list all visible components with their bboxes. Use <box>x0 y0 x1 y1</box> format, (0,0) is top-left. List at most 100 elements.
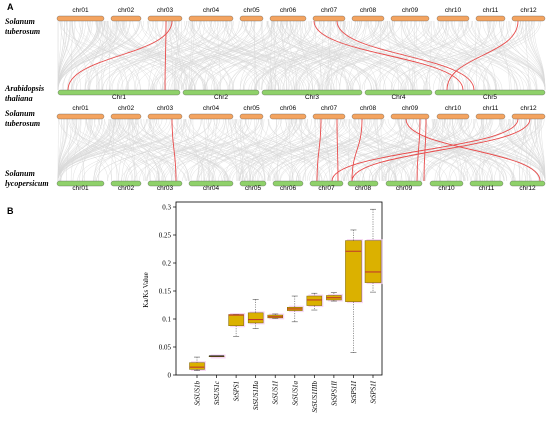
background-link-top <box>172 20 279 91</box>
background-link-top <box>361 20 468 91</box>
background-link-top <box>289 20 331 91</box>
highlight-link-top-4 <box>336 20 475 91</box>
background-link-top <box>188 20 193 91</box>
background-link-bottom <box>508 118 546 182</box>
background-link-bottom <box>180 118 206 182</box>
chromosome-label-arabidopsis-2: Chr2 <box>214 94 228 101</box>
background-link-bottom <box>291 118 359 182</box>
background-link-bottom <box>288 118 331 182</box>
background-link-top <box>230 20 273 91</box>
chromosome-label-potato-top-12: chr12 <box>520 7 537 14</box>
chromosome-label-arabidopsis-5: Chr5 <box>483 94 497 101</box>
species-label-top-1: Solanum <box>5 17 35 26</box>
background-link-top <box>152 20 282 91</box>
background-link-top <box>174 20 180 91</box>
background-link-bottom <box>249 118 263 182</box>
chromosome-label-potato-top-4: chr04 <box>203 7 220 14</box>
chromosome-label-tomato-8: chr08 <box>355 185 372 192</box>
background-link-top <box>168 20 234 91</box>
background-link-bottom <box>171 118 184 182</box>
background-link-top <box>192 20 253 91</box>
chromosome-bar-potato-mid-2 <box>110 113 142 120</box>
background-link-bottom <box>206 118 277 182</box>
chromosome-label-arabidopsis-3: Chr3 <box>305 94 319 101</box>
background-link-top <box>319 20 324 91</box>
chromosome-bar-potato-top-1 <box>56 15 105 22</box>
background-link-top <box>352 20 448 91</box>
background-link-top <box>388 20 448 91</box>
category-label-4: StSUS1IIa <box>252 381 260 411</box>
background-link-bottom <box>395 118 510 182</box>
chromosome-bar-tomato-6 <box>272 180 304 187</box>
background-link-top <box>273 20 287 91</box>
x-axis-labels: StSUS1b StSUS1c StSPS1 StSUS1IIa StSUS1I StSU… <box>194 375 378 413</box>
background-link-bottom <box>521 118 542 182</box>
background-link-top <box>120 20 224 91</box>
chromosome-label-tomato-5: chr05 <box>245 185 262 192</box>
background-link-top <box>445 20 496 91</box>
highlight-link-bot-5 <box>416 118 421 182</box>
species-label-mid-2: tuberosum <box>5 119 40 128</box>
box-10 <box>364 208 383 293</box>
background-link-bottom <box>443 118 479 182</box>
highlight-link-bot-1 <box>171 118 177 182</box>
background-link-bottom <box>426 118 485 182</box>
chromosome-bar-tomato-2 <box>110 180 142 187</box>
background-link-bottom <box>388 118 403 182</box>
chromosome-label-potato-mid-5: chr05 <box>243 105 260 112</box>
background-link-bottom <box>353 118 464 182</box>
background-link-top <box>403 20 450 91</box>
background-link-bottom <box>131 118 160 182</box>
background-link-top <box>209 20 320 91</box>
background-link-top <box>332 20 387 91</box>
chromosome-bar-arabidopsis-4 <box>364 89 433 96</box>
box-body <box>345 240 362 302</box>
background-link-bottom <box>297 118 407 182</box>
chromosome-bar-tomato-12 <box>509 180 546 187</box>
background-link-bottom <box>59 118 113 182</box>
background-link-bottom <box>204 118 209 182</box>
chromosome-label-potato-mid-11: chr11 <box>483 105 499 112</box>
chromosome-label-tomato-11: chr11 <box>479 185 495 192</box>
highlight-links <box>67 20 541 182</box>
chromosome-bar-potato-mid-8 <box>351 113 385 120</box>
background-link-top <box>267 20 380 91</box>
background-link-bottom <box>301 118 306 182</box>
background-link-bottom <box>472 118 526 182</box>
background-link-top <box>468 20 521 91</box>
background-link-bottom <box>129 118 151 182</box>
background-link-bottom <box>158 118 202 182</box>
background-link-top <box>327 20 344 91</box>
background-link-top <box>400 20 529 91</box>
chromosome-bar-tomato-9 <box>385 180 423 187</box>
background-link-bottom <box>476 118 546 182</box>
y-axis: 0 0.05 0.1 0.15 0.2 0.25 0.3 <box>159 203 176 379</box>
chromosome-label-tomato-3: chr03 <box>157 185 174 192</box>
background-link-top <box>61 20 126 91</box>
background-link-bottom <box>79 118 105 182</box>
chromosome-bar-potato-top-9 <box>390 15 430 22</box>
chromosome-bar-arabidopsis-2 <box>182 89 260 96</box>
background-link-top <box>231 20 295 91</box>
plot-frame <box>175 201 383 376</box>
background-link-bottom <box>519 118 525 182</box>
background-link-bottom <box>74 118 85 182</box>
category-label-8: StSPS1II <box>330 380 338 406</box>
background-link-top <box>195 20 252 91</box>
background-link-bottom <box>464 118 530 182</box>
background-link-bottom <box>57 118 171 182</box>
background-link-bottom <box>57 118 67 182</box>
background-link-top <box>206 20 232 91</box>
y-tick-label: 0.25 <box>159 231 172 239</box>
box-body <box>364 240 382 283</box>
background-link-top <box>71 20 101 91</box>
background-link-top <box>314 20 323 91</box>
species-label-bottom-1: Solanum <box>5 169 35 178</box>
background-link-bottom <box>343 118 463 182</box>
chromosome-label-tomato-7: chr07 <box>318 185 335 192</box>
background-link-top <box>201 20 332 91</box>
background-link-top <box>289 20 349 91</box>
background-link-bottom <box>291 118 336 182</box>
box-9 <box>345 229 363 353</box>
chromosome-bar-potato-mid-3 <box>147 113 183 120</box>
